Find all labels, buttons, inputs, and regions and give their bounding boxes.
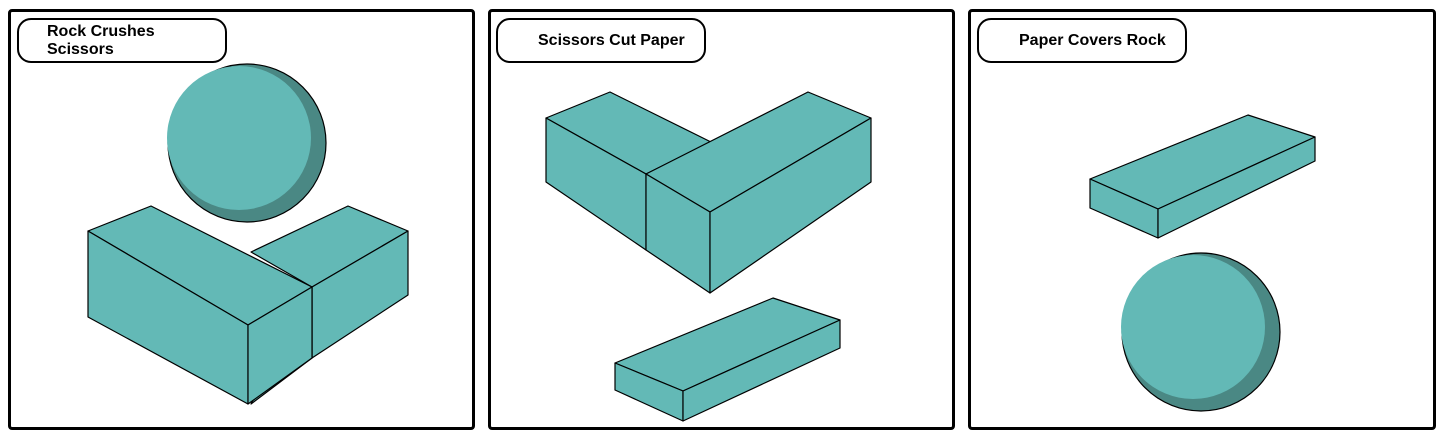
panel-1-artwork <box>87 63 409 405</box>
paper-icon <box>1089 114 1316 239</box>
panel-3-artwork <box>1089 114 1316 412</box>
rock-icon <box>1121 252 1281 412</box>
paper-icon <box>614 297 841 422</box>
rock-icon <box>167 63 327 223</box>
comic-panel-paper-covers-rock: Paper Covers Rock <box>968 9 1436 430</box>
scissors-icon <box>545 91 872 294</box>
comic-panel-rock-crushes-scissors: Rock Crushes Scissors <box>8 9 475 430</box>
panel-2-artwork <box>545 91 872 422</box>
panel-caption: Rock Crushes Scissors <box>17 18 227 63</box>
panel-caption: Scissors Cut Paper <box>496 18 706 63</box>
panel-caption: Paper Covers Rock <box>977 18 1187 63</box>
comic-panel-scissors-cut-paper: Scissors Cut Paper <box>488 9 955 430</box>
scissors-icon <box>87 205 409 405</box>
